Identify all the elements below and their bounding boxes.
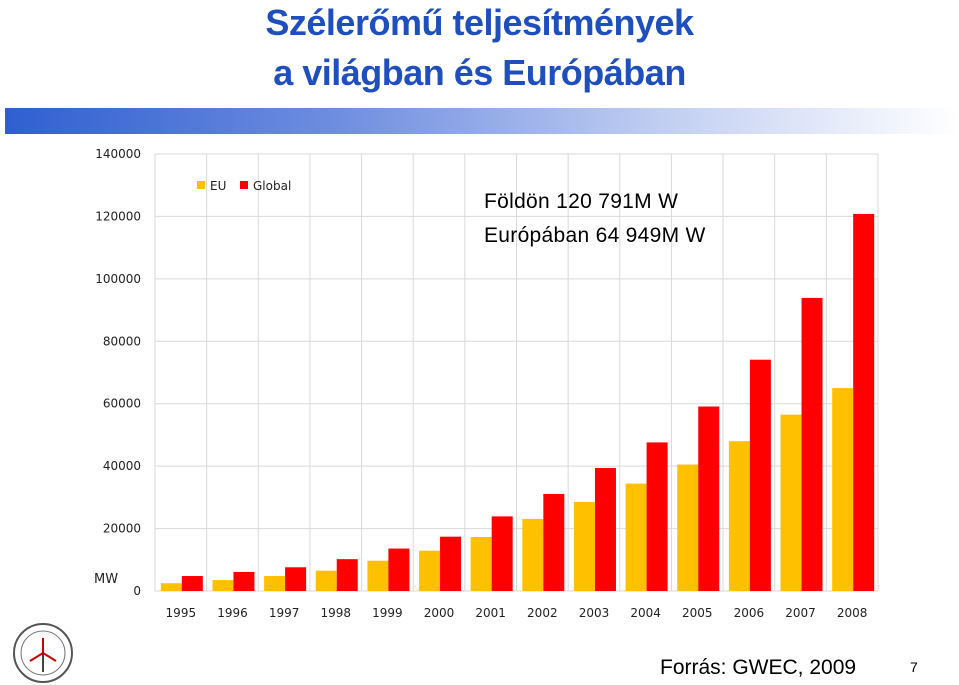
x-tick-label: 2000 bbox=[424, 606, 455, 620]
y-tick-label: 80000 bbox=[103, 334, 141, 348]
x-tick-label: 2001 bbox=[475, 606, 506, 620]
legend-label-global: Global bbox=[253, 179, 291, 193]
bar-eu-2003 bbox=[573, 502, 595, 591]
bar-eu-1996 bbox=[212, 580, 234, 591]
y-tick-label: 100000 bbox=[95, 272, 141, 286]
x-tick-label: 1996 bbox=[217, 606, 248, 620]
bar-global-2001 bbox=[491, 516, 513, 591]
bar-global-1995 bbox=[181, 576, 203, 591]
bar-global-1996 bbox=[233, 571, 255, 591]
bar-eu-2002 bbox=[522, 518, 544, 591]
legend-swatch-global bbox=[240, 181, 248, 189]
x-tick-label: 1999 bbox=[372, 606, 403, 620]
bar-global-2003 bbox=[594, 468, 616, 591]
title-gradient-band bbox=[5, 108, 959, 134]
x-tick-label: 1997 bbox=[269, 606, 300, 620]
x-tick-label: 2008 bbox=[837, 606, 868, 620]
bar-eu-2001 bbox=[470, 536, 492, 591]
annotation-europe-capacity: Európában 64 949M W bbox=[484, 224, 706, 247]
bar-global-2007 bbox=[801, 297, 823, 591]
bar-eu-2004 bbox=[625, 483, 647, 591]
annotation-world-capacity: Földön 120 791M W bbox=[484, 190, 679, 213]
bar-global-2000 bbox=[440, 536, 462, 591]
bar-global-2002 bbox=[543, 493, 565, 591]
bar-eu-2007 bbox=[780, 414, 802, 591]
bar-global-1999 bbox=[388, 548, 410, 591]
y-tick-label: 0 bbox=[133, 584, 141, 598]
title-line-2: a világban és Európában bbox=[273, 52, 686, 93]
legend-label-eu: EU bbox=[210, 179, 226, 193]
bar-eu-2006 bbox=[728, 441, 750, 591]
y-unit-label: MW bbox=[94, 572, 118, 587]
organization-seal-logo bbox=[13, 623, 73, 683]
y-tick-label: 60000 bbox=[103, 397, 141, 411]
bar-global-2006 bbox=[749, 359, 771, 591]
chart-bars bbox=[160, 213, 875, 591]
y-tick-label: 140000 bbox=[95, 147, 141, 161]
chart-grid bbox=[154, 153, 879, 592]
x-tick-label: 2005 bbox=[682, 606, 713, 620]
x-tick-label: 1998 bbox=[320, 606, 351, 620]
chart-labels: 0 20000 40000 60000 80000 100000 120000 140000 1… bbox=[94, 147, 867, 620]
x-tick-label: 1995 bbox=[166, 606, 197, 620]
bar-eu-2008 bbox=[832, 388, 854, 591]
x-tick-label: 2006 bbox=[734, 606, 765, 620]
legend-swatch-eu bbox=[197, 181, 205, 189]
bar-global-1997 bbox=[285, 567, 307, 591]
bar-eu-1999 bbox=[367, 560, 389, 591]
bar-eu-1997 bbox=[264, 576, 286, 591]
chart-legend: EU Global bbox=[197, 179, 291, 193]
bar-eu-2005 bbox=[677, 464, 699, 591]
bar-global-2004 bbox=[646, 442, 668, 591]
x-tick-label: 2003 bbox=[579, 606, 610, 620]
source-citation: Forrás: GWEC, 2009 bbox=[660, 656, 857, 679]
bar-eu-1998 bbox=[315, 570, 337, 591]
bar-eu-2000 bbox=[419, 550, 441, 591]
x-tick-label: 2002 bbox=[527, 606, 558, 620]
y-tick-label: 40000 bbox=[103, 459, 141, 473]
x-tick-label: 2007 bbox=[785, 606, 816, 620]
bar-global-2008 bbox=[853, 213, 875, 591]
x-tick-label: 2004 bbox=[630, 606, 661, 620]
title-line-1: Szélerőmű teljesítmények bbox=[265, 2, 694, 43]
bar-global-2005 bbox=[698, 406, 720, 591]
bar-global-1998 bbox=[336, 559, 358, 591]
y-tick-label: 120000 bbox=[95, 209, 141, 223]
y-tick-label: 20000 bbox=[103, 522, 141, 536]
page-number: 7 bbox=[910, 659, 918, 675]
bar-eu-1995 bbox=[160, 583, 182, 591]
